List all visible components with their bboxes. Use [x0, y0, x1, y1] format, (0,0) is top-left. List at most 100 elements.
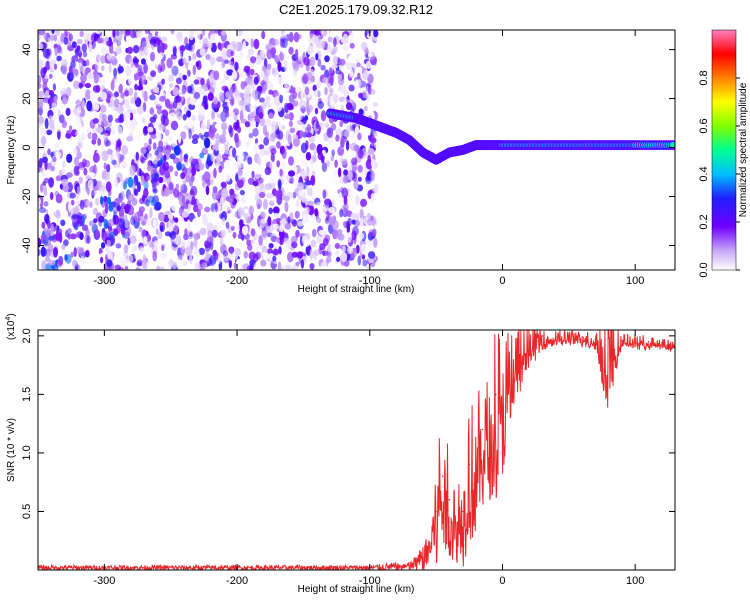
noise-blob [142, 117, 146, 123]
noise-blob [46, 129, 53, 136]
noise-blob [66, 153, 73, 163]
snr-point [475, 475, 477, 478]
noise-blob [146, 215, 152, 226]
noise-blob [253, 38, 260, 50]
noise-blob [89, 90, 96, 100]
x-tick-label: -100 [359, 575, 381, 587]
noise-blob [107, 148, 113, 155]
noise-blob [218, 165, 223, 173]
noise-blob [343, 169, 349, 177]
noise-blob [254, 142, 260, 154]
noise-blob [306, 213, 311, 223]
noise-blob [136, 30, 143, 39]
noise-blob [297, 182, 304, 191]
noise-blob [222, 250, 229, 257]
noise-blob [340, 83, 346, 93]
noise-blob [244, 182, 250, 191]
noise-blob [44, 213, 50, 224]
noise-blob [261, 30, 266, 40]
noise-blob [270, 47, 277, 55]
noise-blob [158, 211, 165, 222]
noise-blob [172, 46, 177, 57]
noise-blob [343, 175, 349, 184]
noise-blob [53, 247, 58, 258]
noise-blob [228, 217, 236, 227]
snr-point [621, 339, 623, 342]
noise-blob [118, 209, 125, 217]
noise-blob [73, 247, 77, 258]
noise-blob [61, 179, 69, 186]
noise-blob [172, 100, 178, 109]
noise-blob [183, 202, 189, 210]
noise-blob [215, 191, 221, 200]
noise-blob [279, 160, 287, 171]
noise-blob [316, 235, 324, 245]
noise-blob [134, 83, 138, 91]
noise-blob [260, 48, 265, 58]
noise-blob [135, 267, 141, 270]
noise-blob [160, 36, 168, 43]
noise-blob [288, 170, 295, 177]
noise-blob [230, 50, 235, 57]
snr-point [428, 545, 431, 548]
noise-blob [169, 112, 176, 118]
noise-blob [221, 217, 226, 226]
y-tick-label: 1.5 [21, 387, 33, 402]
noise-blob [167, 165, 174, 173]
noise-blob [338, 58, 346, 66]
spectrogram-x-label: Height of straight line (km) [298, 284, 415, 295]
noise-blob [278, 237, 284, 246]
noise-blob [90, 32, 98, 43]
noise-blob [120, 202, 126, 210]
noise-blob [278, 266, 285, 270]
noise-blob [73, 80, 80, 89]
noise-blob [278, 76, 283, 86]
noise-blob [111, 138, 117, 147]
noise-blob [171, 200, 177, 212]
noise-blob [326, 127, 334, 138]
noise-blob [293, 146, 299, 155]
noise-blob [146, 175, 152, 181]
noise-blob [47, 243, 54, 253]
noise-blob [134, 91, 138, 101]
noise-blob [160, 91, 166, 98]
noise-blob [98, 77, 106, 84]
noise-blob [45, 90, 50, 97]
noise-blob [64, 79, 69, 86]
noise-blob [259, 218, 266, 229]
noise-blob [141, 175, 145, 186]
noise-blob [305, 151, 312, 161]
noise-blob [220, 111, 227, 122]
noise-blob [223, 202, 232, 212]
snr-point [528, 340, 530, 343]
noise-blob [368, 229, 375, 237]
noise-blob [258, 86, 263, 95]
noise-blob [319, 39, 325, 49]
noise-blob [193, 204, 199, 213]
noise-blob [134, 250, 141, 261]
noise-blob [243, 30, 249, 37]
noise-blob [206, 222, 214, 233]
noise-blob [95, 46, 101, 54]
noise-blob [221, 59, 226, 69]
noise-blob [152, 113, 158, 120]
noise-blob [357, 72, 361, 80]
x-tick-label: -200 [226, 275, 248, 287]
noise-blob [279, 51, 283, 61]
noise-blob [168, 40, 173, 47]
noise-blob [296, 251, 304, 259]
snr-point [422, 557, 424, 560]
y-tick-label: -20 [21, 189, 33, 205]
noise-blob [94, 165, 98, 175]
noise-blob [159, 257, 165, 266]
noise-blob [311, 228, 317, 238]
noise-blob [126, 111, 131, 121]
noise-blob [275, 238, 281, 244]
noise-blob [351, 157, 358, 166]
noise-blob [350, 150, 357, 156]
noise-blob [193, 84, 199, 91]
noise-blob [298, 69, 304, 78]
noise-blob [363, 69, 369, 80]
noise-blob [264, 183, 272, 191]
noise-blob [283, 60, 288, 71]
